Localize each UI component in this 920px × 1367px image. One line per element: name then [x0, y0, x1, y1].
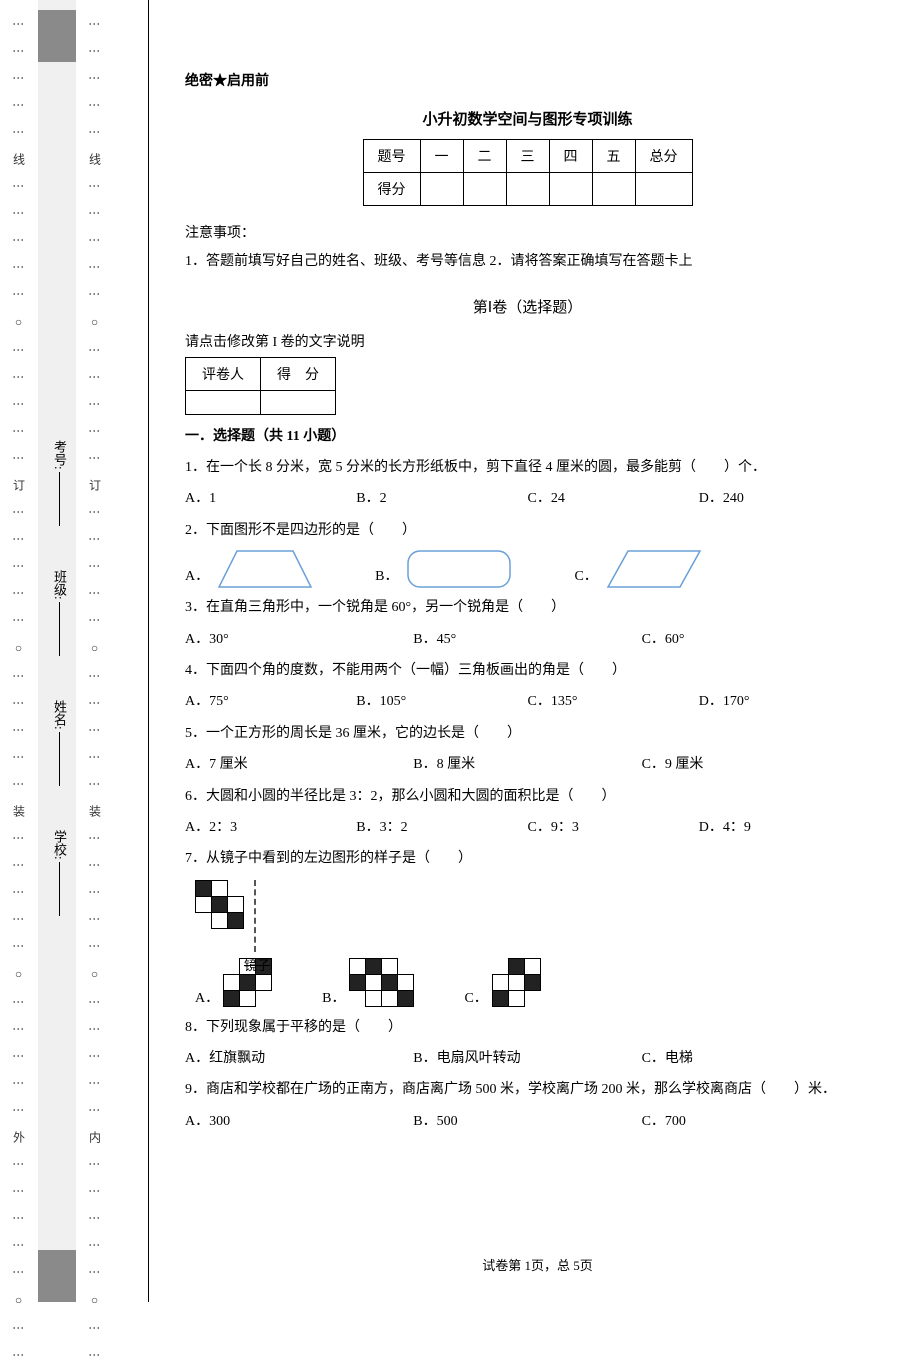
- binding-margin: ⋮ ⋮ ○ ⋮ ⋮ ⋮ ⋮ ⋮ 线 ⋮ ⋮ ⋮ ⋮ ⋮ ○ ⋮ ⋮ ⋮ ⋮ ⋮ …: [0, 0, 155, 1302]
- section1-title: 第Ⅰ卷（选择题）: [185, 296, 870, 317]
- grader-c2: 得 分: [261, 358, 336, 391]
- roundrect-icon: [404, 547, 514, 591]
- q6-options: A．2：3 B．3：2 C．9：3 D．4：9: [185, 813, 870, 842]
- parallelogram-icon: [604, 547, 704, 591]
- inner-marks: ⋮ ⋮ ○ ⋮ ⋮ ⋮ ⋮ ⋮ 线 ⋮ ⋮ ⋮ ⋮ ⋮ ○ ⋮ ⋮ ⋮ ⋮ ⋮ …: [87, 0, 104, 1302]
- q7-b: B．: [322, 958, 414, 1007]
- q6-c: C．9：3: [528, 813, 699, 842]
- q3-text: 3．在直角三角形中，一个锐角是 60°，另一个锐角是（ ）: [185, 593, 870, 622]
- inner-mark-col: ⋮ ⋮ ○ ⋮ ⋮ ⋮ ⋮ ⋮ 线 ⋮ ⋮ ⋮ ⋮ ⋮ ○ ⋮ ⋮ ⋮ ⋮ ⋮ …: [76, 0, 114, 1302]
- score-h6: 总分: [635, 140, 692, 173]
- page-footer: 试卷第 1页，总 5页: [155, 1255, 920, 1274]
- q1-c: C．24: [528, 484, 699, 513]
- part1-heading: 一．选择题（共 11 小题）: [185, 425, 870, 445]
- top-dark-block: [38, 10, 76, 62]
- score-h1: 一: [420, 140, 463, 173]
- field-school: 学校:: [50, 830, 69, 918]
- score-header-row: 题号 一 二 三 四 五 总分: [363, 140, 692, 173]
- content-area: 绝密★启用前 小升初数学空间与图形专项训练 题号 一 二 三 四 五 总分 得分…: [155, 0, 920, 1302]
- q3-options: A．30° B．45° C．60°: [185, 625, 870, 654]
- edit-hint: 请点击修改第 I 卷的文字说明: [185, 331, 870, 351]
- q7-opt-b-shape: [349, 958, 414, 1007]
- grader-table: 评卷人 得 分: [185, 357, 336, 415]
- mirror-line-icon: 镜子: [254, 880, 256, 952]
- q2-options: A． B． C．: [185, 547, 870, 591]
- bottom-dark-block: [38, 1250, 76, 1302]
- secret-label: 绝密★启用前: [185, 70, 870, 90]
- q5-b: B．8 厘米: [413, 750, 641, 779]
- field-class: 班级:: [50, 570, 69, 658]
- q6-text: 6．大圆和小圆的半径比是 3：2，那么小圆和大圆的面积比是（ ）: [185, 782, 870, 811]
- q2-text: 2．下面图形不是四边形的是（ ）: [185, 516, 870, 545]
- score-value-row: 得分: [363, 173, 692, 206]
- field-name: 姓名:: [50, 700, 69, 788]
- notice-text: 1．答题前填写好自己的姓名、班级、考号等信息 2．请将答案正确填写在答题卡上: [185, 254, 693, 269]
- gray-label-col: 学校: 姓名: 班级: 考号:: [38, 0, 76, 1302]
- q4-c: C．135°: [528, 687, 699, 716]
- q3-a: A．30°: [185, 625, 413, 654]
- q8-text: 8．下列现象属于平移的是（ ）: [185, 1013, 870, 1042]
- field-examno: 考号:: [50, 440, 69, 528]
- q1-d: D．240: [699, 484, 870, 513]
- score-h4: 四: [549, 140, 592, 173]
- q4-a: A．75°: [185, 687, 356, 716]
- q7-c: C．: [464, 958, 540, 1007]
- q2-a: A．: [185, 547, 315, 591]
- q5-text: 5．一个正方形的周长是 36 厘米，它的边长是（ ）: [185, 719, 870, 748]
- q4-text: 4．下面四个角的度数，不能用两个（一幅）三角板画出的角是（ ）: [185, 656, 870, 685]
- binding-border: [148, 0, 149, 1302]
- q4-d: D．170°: [699, 687, 870, 716]
- q7-original-shape: [195, 880, 244, 929]
- q7-figure: 镜子 A． B． C．: [195, 880, 870, 1007]
- exam-title: 小升初数学空间与图形专项训练: [185, 108, 870, 129]
- notice-label: 注意事项：: [185, 226, 255, 241]
- q9-a: A．300: [185, 1107, 413, 1136]
- score-h5: 五: [592, 140, 635, 173]
- score-h3: 三: [506, 140, 549, 173]
- score-h2: 二: [463, 140, 506, 173]
- outer-mark-col: ⋮ ⋮ ○ ⋮ ⋮ ⋮ ⋮ ⋮ 线 ⋮ ⋮ ⋮ ⋮ ⋮ ○ ⋮ ⋮ ⋮ ⋮ ⋮ …: [0, 0, 38, 1302]
- q6-a: A．2：3: [185, 813, 356, 842]
- q6-b: B．3：2: [356, 813, 527, 842]
- q2-c: C．: [574, 547, 703, 591]
- q1-a: A．1: [185, 484, 356, 513]
- q5-a: A．7 厘米: [185, 750, 413, 779]
- q8-options: A．红旗飘动 B．电扇风叶转动 C．电梯: [185, 1044, 870, 1073]
- q8-a: A．红旗飘动: [185, 1044, 413, 1073]
- q3-b: B．45°: [413, 625, 641, 654]
- notice-block: 注意事项： 1．答题前填写好自己的姓名、班级、考号等信息 2．请将答案正确填写在…: [185, 220, 870, 276]
- q1-text: 1．在一个长 8 分米，宽 5 分米的长方形纸板中，剪下直径 4 厘米的圆，最多…: [185, 453, 870, 482]
- q8-c: C．电梯: [642, 1044, 870, 1073]
- q5-c: C．9 厘米: [642, 750, 870, 779]
- score-table: 题号 一 二 三 四 五 总分 得分: [363, 139, 693, 206]
- q4-b: B．105°: [356, 687, 527, 716]
- q3-c: C．60°: [642, 625, 870, 654]
- score-h0: 题号: [363, 140, 420, 173]
- mirror-label: 镜子: [244, 955, 270, 974]
- score-row-label: 得分: [363, 173, 420, 206]
- q8-b: B．电扇风叶转动: [413, 1044, 641, 1073]
- q9-b: B．500: [413, 1107, 641, 1136]
- grader-c1: 评卷人: [186, 358, 261, 391]
- q5-options: A．7 厘米 B．8 厘米 C．9 厘米: [185, 750, 870, 779]
- q4-options: A．75° B．105° C．135° D．170°: [185, 687, 870, 716]
- q7-text: 7．从镜子中看到的左边图形的样子是（ ）: [185, 844, 870, 873]
- q9-options: A．300 B．500 C．700: [185, 1107, 870, 1136]
- q1-options: A．1 B．2 C．24 D．240: [185, 484, 870, 513]
- q7-options: A． B． C．: [195, 958, 870, 1007]
- trapezoid-icon: [215, 547, 315, 591]
- q9-text: 9．商店和学校都在广场的正南方，商店离广场 500 米，学校离广场 200 米，…: [185, 1075, 870, 1104]
- outer-marks: ⋮ ⋮ ○ ⋮ ⋮ ⋮ ⋮ ⋮ 线 ⋮ ⋮ ⋮ ⋮ ⋮ ○ ⋮ ⋮ ⋮ ⋮ ⋮ …: [11, 0, 28, 1302]
- q9-c: C．700: [642, 1107, 870, 1136]
- q7-opt-c-shape: [492, 958, 541, 1007]
- q6-d: D．4：9: [699, 813, 870, 842]
- q1-b: B．2: [356, 484, 527, 513]
- q2-b: B．: [375, 547, 514, 591]
